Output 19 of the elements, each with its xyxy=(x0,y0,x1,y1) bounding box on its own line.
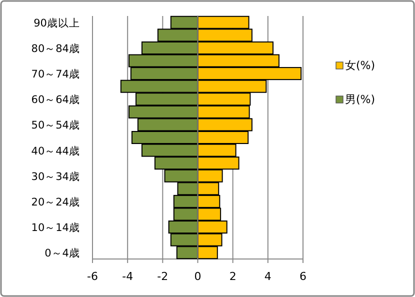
legend-label: 女(%) xyxy=(345,59,376,72)
x-tick-label: 0 xyxy=(194,270,202,283)
y-tick-label: 90歳以上 xyxy=(34,16,80,30)
x-tick-label: 2 xyxy=(229,270,236,283)
y-tick-label: 40～44歳 xyxy=(31,144,80,158)
x-tick-label: -6 xyxy=(87,270,98,283)
y-tick-label: 60～64歳 xyxy=(31,93,80,106)
x-tick-label: 6 xyxy=(300,270,306,283)
y-tick-label: 70～74歳 xyxy=(31,68,80,81)
y-tick-label: 80～84歳 xyxy=(31,42,80,55)
y-tick-label: 20～24歳 xyxy=(31,195,80,208)
x-tick-label: 4 xyxy=(264,270,272,283)
y-tick-label: 10～14歳 xyxy=(31,221,80,234)
legend-label: 男(%) xyxy=(345,93,376,106)
y-tick-label: 30～34歳 xyxy=(31,170,80,183)
x-tick-label: -2 xyxy=(157,270,168,283)
y-tick-label: 50～54歳 xyxy=(31,118,80,132)
x-tick-label: -4 xyxy=(122,270,134,283)
y-tick-label: 0～4歳 xyxy=(44,246,80,260)
